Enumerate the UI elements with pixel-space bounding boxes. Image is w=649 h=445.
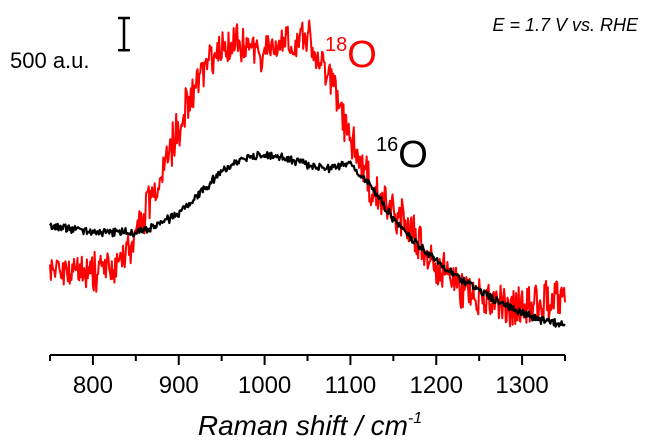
- x-axis: 800 900 1000 1100 1200 1300: [49, 354, 566, 399]
- x-tick-label: 1200: [410, 372, 463, 399]
- scale-bar-label: 500 a.u.: [10, 48, 90, 73]
- series-16o-line: [49, 150, 566, 328]
- series-label-16o-mass: 16: [376, 134, 398, 156]
- x-tick-label: 800: [73, 372, 113, 399]
- x-tick-label: 1000: [238, 372, 291, 399]
- series-label-18o-mass: 18: [325, 34, 347, 56]
- series-label-18o: 18O: [325, 34, 377, 76]
- series-18o-line: [49, 19, 566, 328]
- x-tick-label: 1100: [325, 372, 377, 399]
- series-layer: [49, 19, 566, 328]
- series-label-16o-element: O: [398, 134, 428, 176]
- x-axis-title: Raman shift / cm-1: [198, 410, 422, 441]
- x-axis-title-exponent: -1: [408, 410, 422, 427]
- x-tick-label: 1300: [495, 372, 548, 399]
- series-label-16o: 16O: [376, 134, 428, 176]
- scale-bar: 500 a.u.: [10, 16, 130, 73]
- series-label-18o-element: O: [347, 34, 377, 76]
- x-axis-title-text: Raman shift / cm: [198, 410, 408, 441]
- condition-label: E = 1.7 V vs. RHE: [492, 15, 639, 35]
- x-tick-label: 900: [159, 372, 199, 399]
